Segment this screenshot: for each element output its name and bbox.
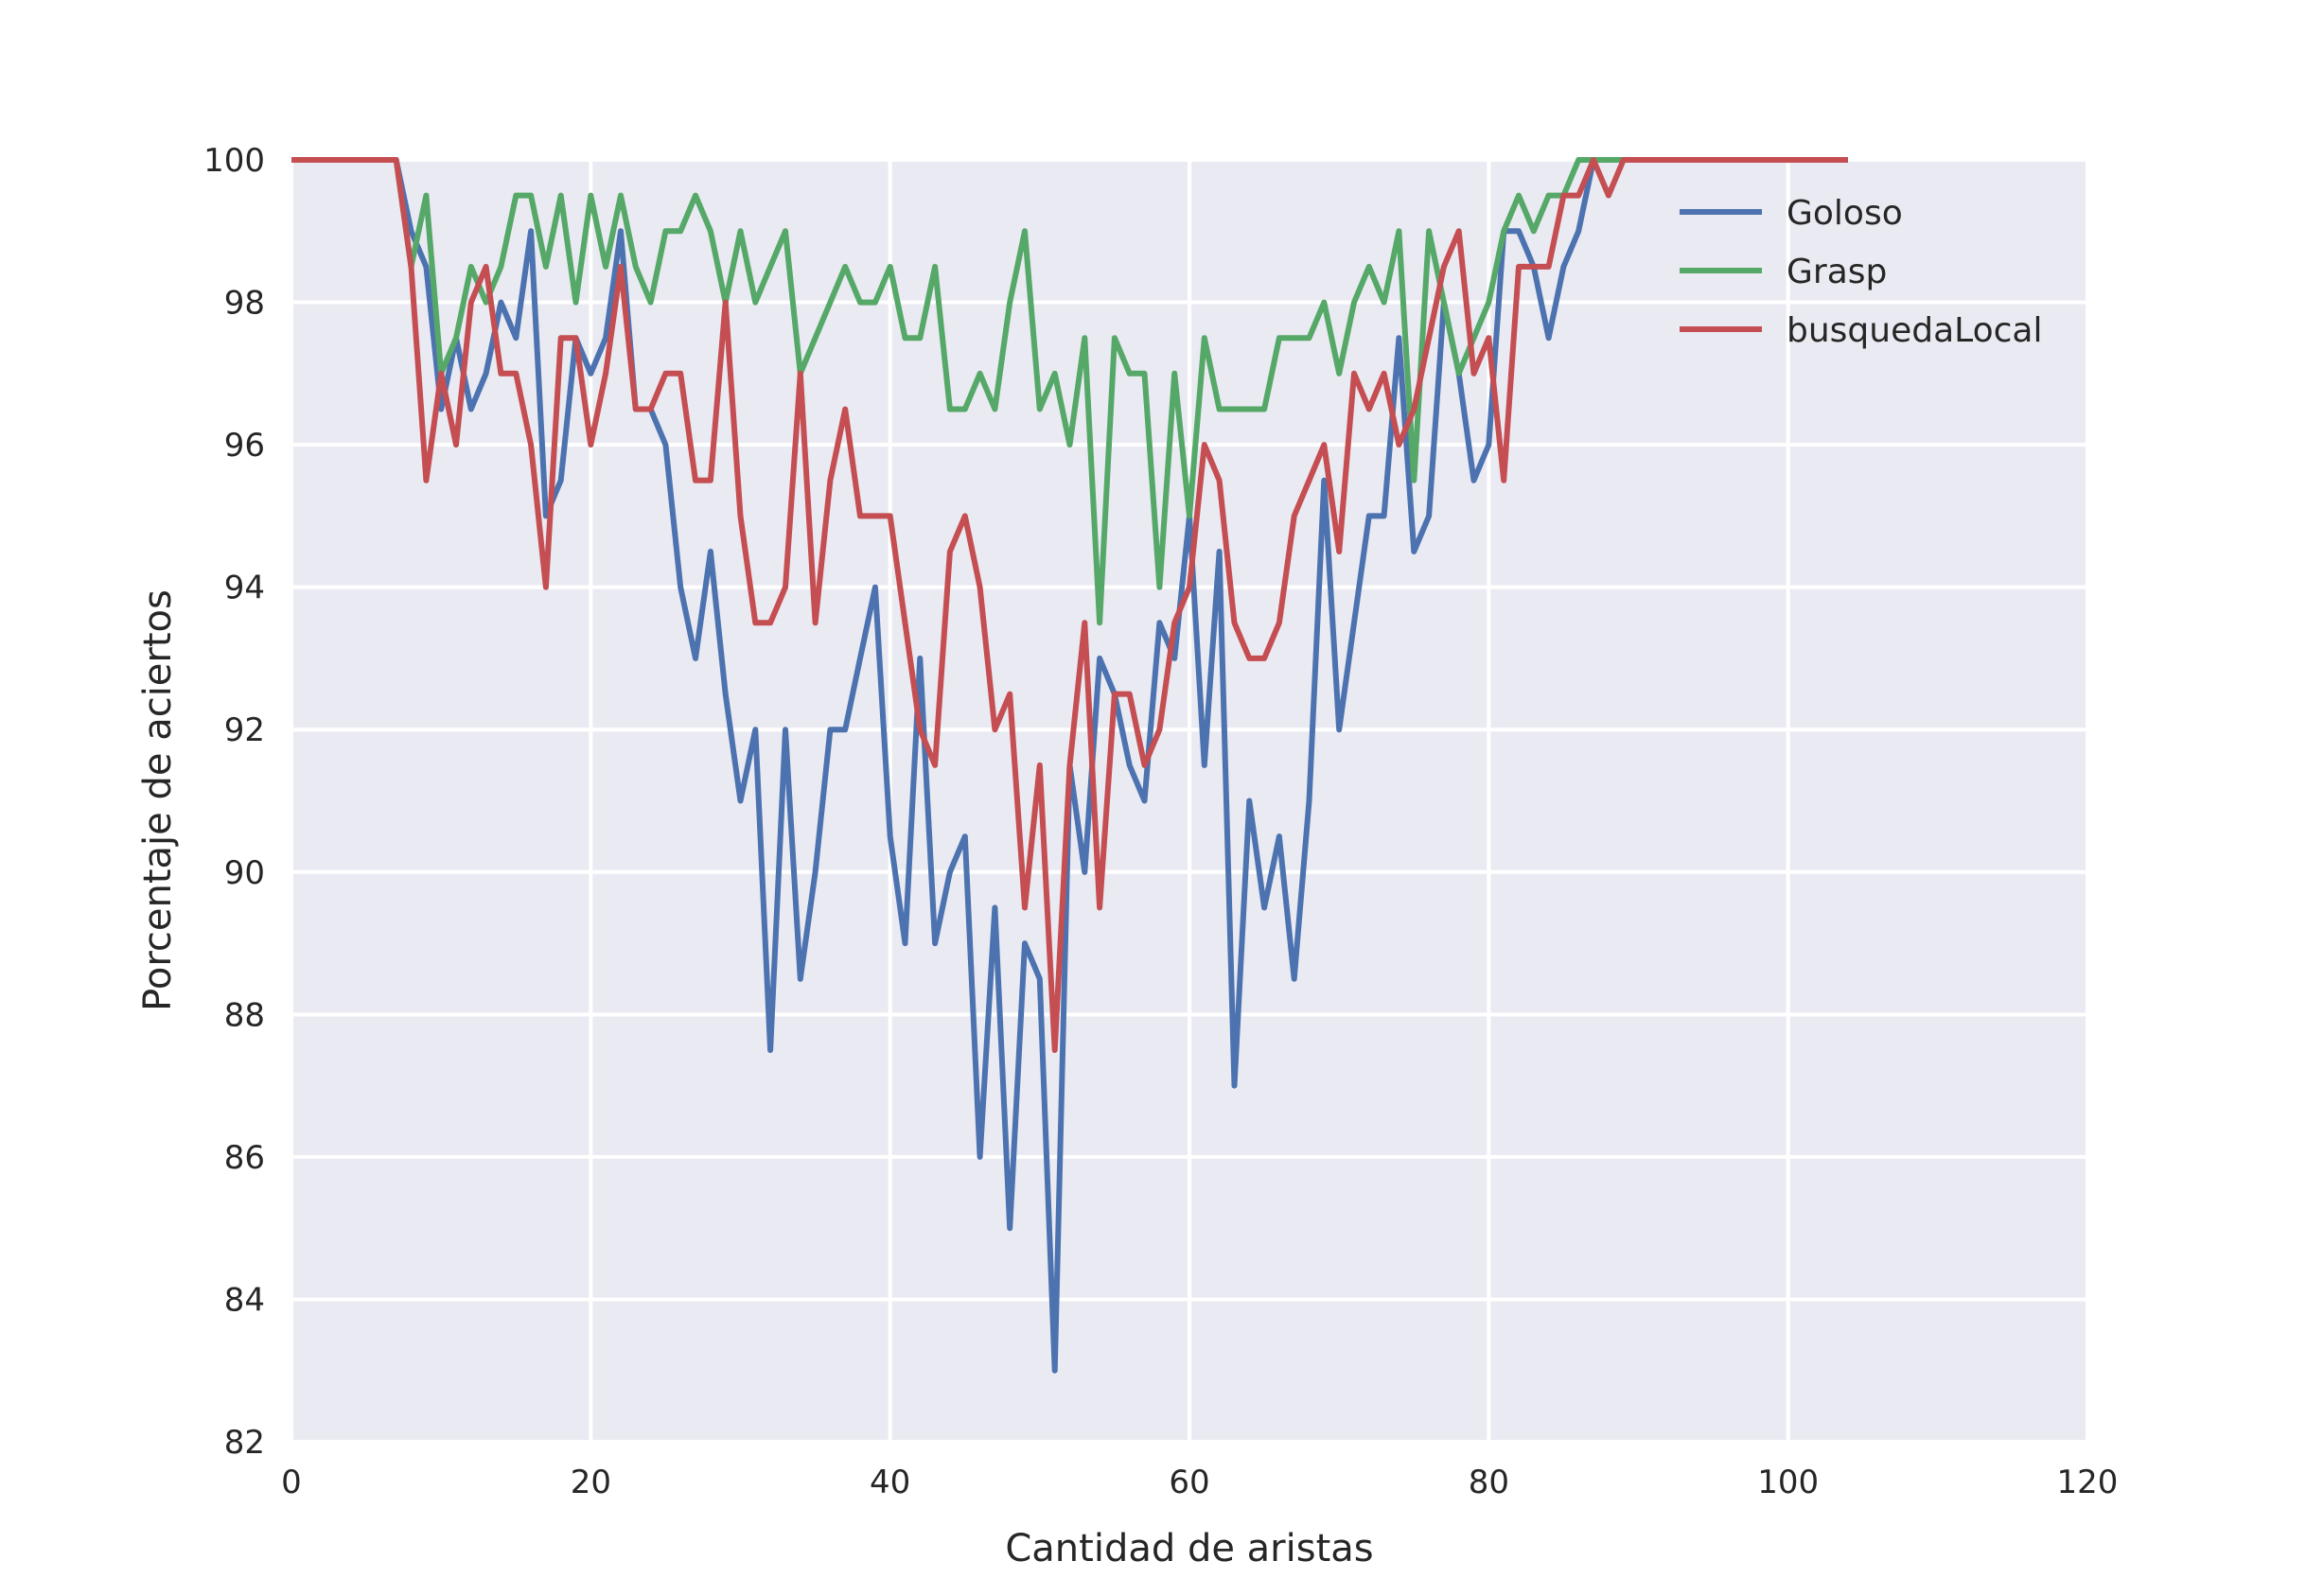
legend-label-Goloso: Goloso <box>1787 194 1903 233</box>
y-tick-label: 98 <box>224 285 265 323</box>
series-line-busquedaLocal <box>291 157 1848 1053</box>
y-tick-label: 86 <box>224 1139 265 1177</box>
y-tick-label: 100 <box>203 142 265 180</box>
y-tick-label: 96 <box>224 427 265 465</box>
y-tick-label: 88 <box>224 996 265 1034</box>
x-tick-label: 120 <box>2057 1464 2119 1501</box>
y-tick-labels: 82 84 86 88 90 92 94 96 98 100 <box>203 142 265 1462</box>
series-lines <box>291 157 1848 1374</box>
x-tick-label: 20 <box>571 1464 611 1501</box>
series-line-Grasp <box>291 157 1848 626</box>
y-tick-label: 92 <box>224 711 265 749</box>
y-tick-label: 82 <box>224 1424 265 1462</box>
y-axis-title: Porcentaje de aciertos <box>136 589 180 1011</box>
y-tick-label: 94 <box>224 570 265 607</box>
x-tick-label: 40 <box>870 1464 910 1501</box>
y-tick-label: 90 <box>224 854 265 892</box>
x-tick-label: 60 <box>1169 1464 1209 1501</box>
legend-label-Grasp: Grasp <box>1787 253 1887 291</box>
x-tick-label: 80 <box>1469 1464 1509 1501</box>
x-axis-title: Cantidad de aristas <box>1005 1527 1373 1570</box>
y-tick-label: 84 <box>224 1281 265 1319</box>
x-tick-label: 0 <box>281 1464 302 1501</box>
legend: Goloso Grasp busquedaLocal <box>1680 194 2042 350</box>
x-tick-labels: 0 20 40 60 80 100 120 <box>281 1464 2118 1501</box>
x-tick-label: 100 <box>1757 1464 1819 1501</box>
legend-label-busquedaLocal: busquedaLocal <box>1787 311 2042 350</box>
